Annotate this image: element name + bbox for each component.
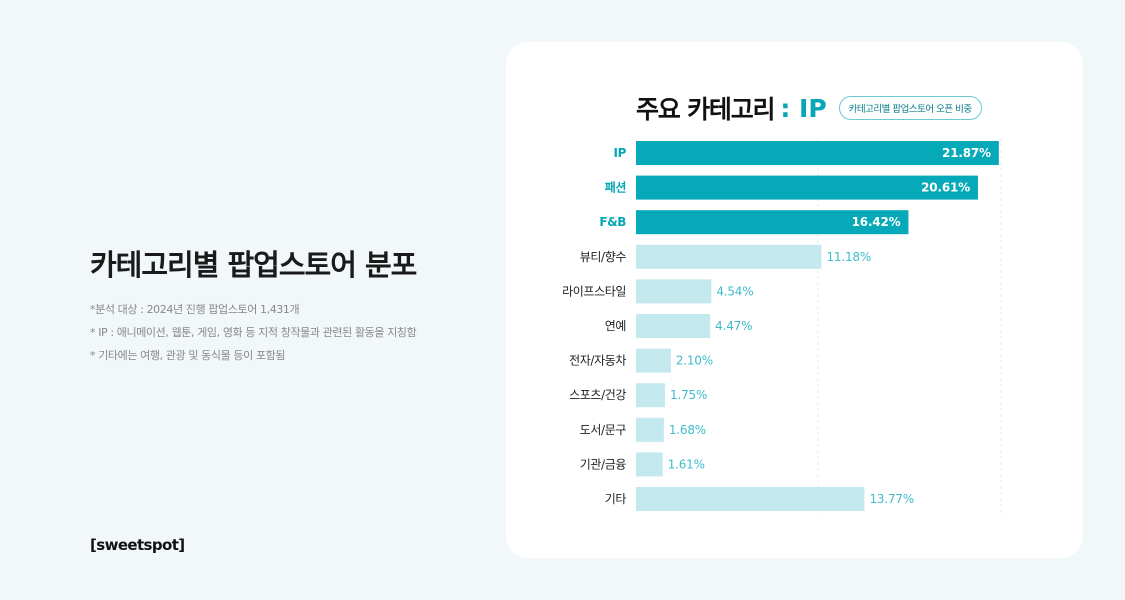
category-label: IP <box>614 146 627 160</box>
value-label: 11.18% <box>826 250 871 264</box>
bar <box>636 314 711 338</box>
footnote: *분석 대상 : 2024년 진행 팝업스토어 1,431개 <box>90 303 300 316</box>
bar <box>636 383 666 408</box>
chart-header: 주요 카테고리 : IP 카테고리별 팝업스토어 오픈 비중 <box>636 88 982 128</box>
value-label: 13.77% <box>869 492 914 506</box>
category-label: 도서/문구 <box>580 423 627 437</box>
bar <box>636 452 663 477</box>
bar <box>636 348 671 373</box>
bar <box>636 417 664 442</box>
category-label: 전자/자동차 <box>569 354 626 368</box>
value-label: 1.61% <box>668 457 705 471</box>
category-label: 기타 <box>605 492 627 506</box>
value-label: 1.68% <box>669 423 706 437</box>
bar <box>636 141 999 165</box>
value-label: 1.75% <box>670 388 707 402</box>
chart-title: 주요 카테고리 <box>636 95 776 124</box>
value-label: 4.54% <box>716 284 753 298</box>
bar <box>636 175 978 200</box>
value-label: 20.61% <box>921 181 970 195</box>
chart-card: 주요 카테고리 : IP 카테고리별 팝업스토어 오픈 비중 IP 21.87% 패… <box>506 42 1083 558</box>
footnote: * 기타에는 여행, 관광 및 동식물 등이 포함됨 <box>90 349 286 362</box>
footnote: * IP : 애니메이션, 웹툰, 게임, 영화 등 지적 창작물과 관련된 활… <box>90 326 417 339</box>
category-label: 라이프스타일 <box>562 284 626 298</box>
value-label: 16.42% <box>852 215 901 229</box>
value-label: 21.87% <box>942 146 991 160</box>
category-label: F&B <box>599 215 626 229</box>
chart-badge: 카테고리별 팝업스토어 오픈 비중 <box>838 96 982 120</box>
category-label: 뷰티/향수 <box>580 250 627 264</box>
category-label: 스포츠/건강 <box>569 388 626 402</box>
category-label: 연예 <box>605 319 626 333</box>
footnotes: *분석 대상 : 2024년 진행 팝업스토어 1,431개 * IP : 애니… <box>90 298 417 367</box>
value-label: 4.47% <box>715 319 752 333</box>
bar <box>636 487 865 511</box>
chart-title-accent: : IP <box>780 93 827 123</box>
bar <box>636 244 822 269</box>
category-label: 패션 <box>605 180 627 195</box>
category-label: 기관/금융 <box>580 457 627 471</box>
bar-chart: IP 21.87% 패션 20.61% F&B 16.42% 뷰티/향수 11.18% 라이프스… <box>562 138 1002 514</box>
value-label: 2.10% <box>676 354 713 368</box>
brand-logo: [sweetspot] <box>90 536 185 554</box>
bar <box>636 279 712 304</box>
page-title: 카테고리별 팝업스토어 분포 <box>90 248 417 282</box>
bar <box>636 210 909 235</box>
